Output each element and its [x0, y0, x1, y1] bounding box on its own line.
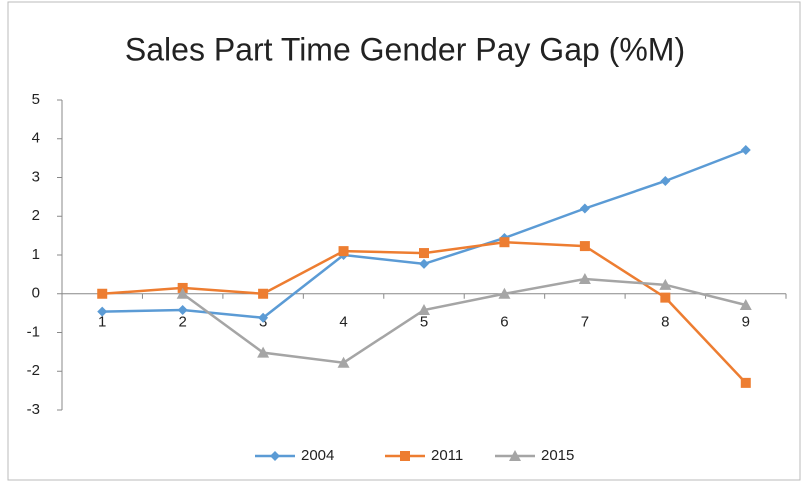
legend-label: 2011	[431, 447, 463, 464]
x-tick-label: 1	[98, 314, 106, 331]
marker	[740, 144, 751, 155]
marker	[177, 305, 188, 316]
y-tick-label: -1	[27, 323, 40, 340]
marker	[400, 451, 410, 461]
marker	[498, 287, 511, 299]
marker	[419, 248, 429, 259]
marker	[579, 241, 590, 252]
marker	[419, 258, 429, 269]
marker	[176, 287, 189, 299]
marker	[337, 356, 350, 368]
x-tick-label: 9	[742, 314, 750, 331]
y-tick-label: -3	[27, 401, 40, 418]
y-tick-label: -2	[27, 362, 40, 379]
y-tick-label: 3	[32, 168, 40, 185]
marker	[509, 450, 521, 461]
marker	[418, 304, 430, 316]
chart-title: Sales Part Time Gender Pay Gap (%M)	[125, 31, 685, 67]
legend-label: 2004	[301, 447, 334, 464]
marker	[659, 278, 672, 290]
x-tick-label: 2	[178, 314, 186, 331]
y-tick-label: 5	[32, 91, 40, 108]
marker	[740, 377, 751, 388]
x-tick-label: 8	[661, 314, 669, 331]
marker	[97, 306, 108, 317]
marker	[660, 292, 671, 303]
y-tick-label: 4	[32, 130, 40, 147]
legend-label: 2015	[541, 447, 574, 464]
x-tick-label: 5	[420, 314, 428, 331]
marker	[97, 288, 108, 299]
marker	[578, 273, 591, 285]
x-tick-label: 7	[581, 314, 589, 331]
marker	[257, 346, 270, 358]
series-line	[181, 277, 747, 365]
marker	[270, 451, 280, 461]
y-tick-label: 2	[32, 207, 40, 224]
marker	[579, 203, 590, 214]
x-tick-label: 6	[500, 314, 508, 331]
chart-border	[7, 1, 801, 481]
marker	[258, 288, 269, 299]
marker	[338, 246, 349, 257]
marker	[499, 237, 510, 248]
marker	[739, 298, 752, 310]
y-tick-label: 1	[32, 246, 40, 263]
marker	[660, 175, 671, 186]
y-tick-label: 0	[32, 285, 40, 302]
marker	[258, 312, 269, 323]
x-tick-label: 4	[339, 314, 347, 331]
